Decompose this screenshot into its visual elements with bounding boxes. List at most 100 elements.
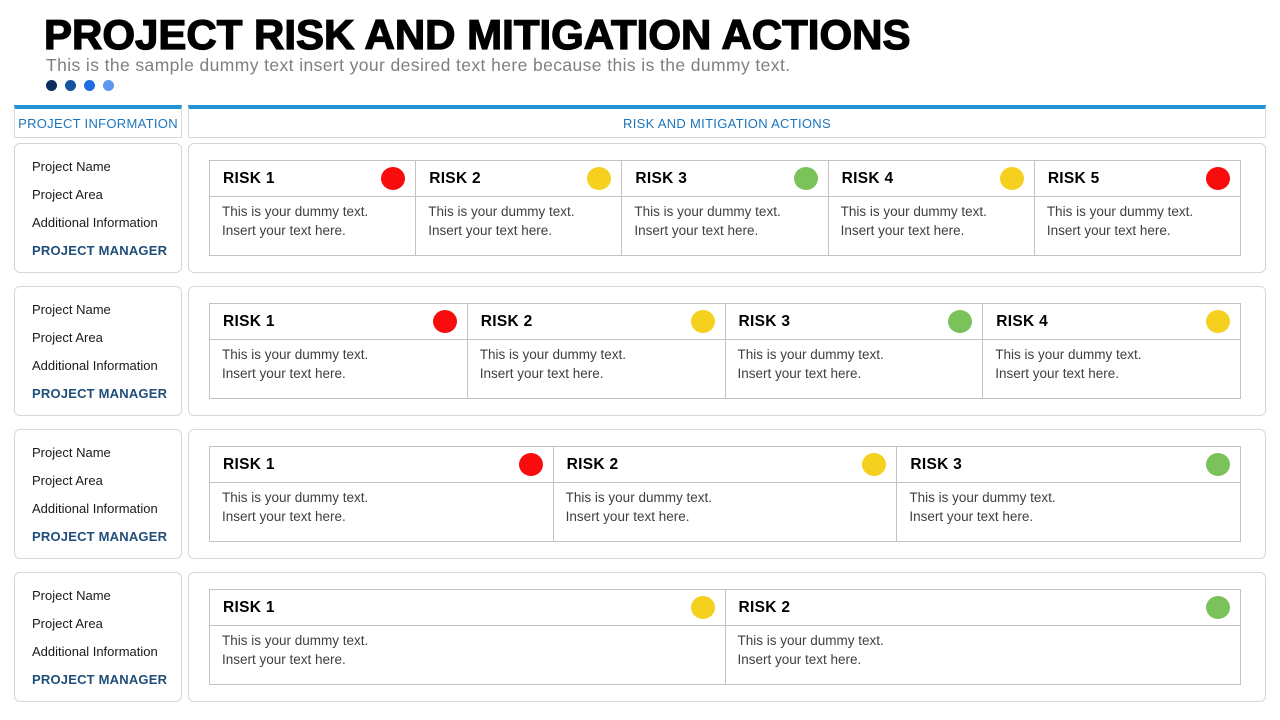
risk-card-header: RISK 2 (553, 447, 897, 483)
risk-description-line1: This is your dummy text. (737, 347, 884, 362)
risk-and-mitigation-actions-header: RISK AND MITIGATION ACTIONS (188, 105, 1266, 138)
risk-card: RISK 2 This is your dummy text. Insert you… (724, 590, 1241, 684)
project-info-field: Project Area (32, 186, 103, 202)
risk-label: RISK 5 (1047, 169, 1100, 187)
risk-status-yellow-icon (690, 596, 715, 619)
risk-description-line2: Insert your text here. (222, 365, 346, 381)
risk-description: This is your dummy text. Insert your text… (726, 626, 1241, 669)
risk-card: RISK 1 This is your dummy text. Insert you… (210, 161, 416, 255)
project-info-panel: Project Name Project Area Additional Infor… (14, 143, 182, 273)
project-info-field: Project Name (32, 158, 111, 174)
risk-card-header: RISK 4 (983, 304, 1240, 340)
accent-dot (103, 80, 114, 91)
risk-row-panel: RISK 1 This is your dummy text. Insert you… (188, 572, 1266, 702)
risk-card: RISK 1 This is your dummy text. Insert you… (210, 304, 467, 398)
accent-dot (84, 80, 95, 91)
risk-row-panel: RISK 1 This is your dummy text. Insert you… (188, 143, 1266, 273)
risk-label: RISK 1 (223, 455, 275, 473)
risk-row-panel: RISK 1 This is your dummy text. Insert you… (188, 286, 1266, 416)
risk-card: RISK 1 This is your dummy text. Insert you… (210, 447, 553, 541)
risk-description: This is your dummy text. Insert your text… (726, 340, 983, 383)
risk-card: RISK 2 This is your dummy text. Insert you… (415, 161, 622, 255)
risk-card-header: RISK 3 (622, 161, 828, 197)
risk-description: This is your dummy text. Insert your text… (468, 340, 725, 383)
risk-description-line2: Insert your text here. (428, 222, 553, 238)
risk-description-line1: This is your dummy text. (222, 347, 369, 362)
risk-status-red-icon (518, 453, 543, 476)
risk-label: RISK 2 (429, 169, 481, 187)
risk-description-line2: Insert your text here. (737, 365, 862, 381)
risk-description-line1: This is your dummy text. (737, 633, 884, 648)
risk-status-yellow-icon (999, 167, 1024, 190)
risk-description-line2: Insert your text here. (995, 365, 1120, 381)
project-info-field: Project Name (32, 587, 111, 603)
accent-dot (46, 80, 57, 91)
risk-status-red-icon (432, 310, 457, 333)
risk-description-line1: This is your dummy text. (1046, 204, 1194, 219)
risk-table: RISK 1 This is your dummy text. Insert you… (209, 160, 1241, 256)
risk-label: RISK 1 (223, 169, 275, 187)
project-manager-label: PROJECT MANAGER (32, 671, 168, 687)
project-info-field: Project Area (32, 615, 103, 631)
risk-card: RISK 1 This is your dummy text. Insert you… (210, 590, 725, 684)
risk-label: RISK 3 (910, 455, 963, 473)
risk-status-red-icon (1206, 167, 1231, 190)
risk-description-line2: Insert your text here. (222, 222, 346, 238)
risk-label: RISK 2 (480, 312, 533, 330)
risk-description-line1: This is your dummy text. (840, 204, 987, 219)
project-info-field: Additional Information (32, 643, 158, 659)
risk-status-green-icon (1206, 596, 1230, 619)
project-manager-label: PROJECT MANAGER (32, 242, 168, 258)
project-info-field: Additional Information (32, 214, 158, 230)
project-manager-label: PROJECT MANAGER (32, 385, 168, 401)
risk-card: RISK 5 This is your dummy text. Insert you… (1033, 161, 1241, 255)
risk-label: RISK 1 (223, 312, 275, 330)
risk-status-yellow-icon (1206, 310, 1230, 333)
risk-status-yellow-icon (690, 310, 715, 333)
risk-status-red-icon (381, 167, 406, 190)
risk-card: RISK 3 This is your dummy text. Insert you… (896, 447, 1241, 541)
risk-description: This is your dummy text. Insert your text… (416, 197, 621, 240)
risk-label: RISK 2 (566, 455, 619, 473)
risk-status-yellow-icon (862, 453, 887, 476)
risk-description: This is your dummy text. Insert your text… (983, 340, 1240, 383)
project-info-field: Project Area (32, 472, 103, 488)
risk-card-header: RISK 1 (210, 447, 553, 483)
risk-description: This is your dummy text. Insert your text… (829, 197, 1034, 240)
risk-description-line1: This is your dummy text. (479, 347, 627, 362)
risk-table: RISK 1 This is your dummy text. Insert you… (209, 446, 1241, 542)
risk-card: RISK 4 This is your dummy text. Insert you… (982, 304, 1240, 398)
project-info-field: Project Name (32, 444, 111, 460)
risk-description-line1: This is your dummy text. (222, 633, 369, 648)
risk-description-line2: Insert your text here. (840, 222, 965, 238)
page-subtitle: This is the sample dummy text insert you… (46, 55, 791, 75)
risk-description-line2: Insert your text here. (1046, 222, 1171, 238)
risk-description: This is your dummy text. Insert your text… (554, 483, 897, 526)
project-info-field: Additional Information (32, 500, 158, 516)
risk-row-panel: RISK 1 This is your dummy text. Insert you… (188, 429, 1266, 559)
risk-description-line1: This is your dummy text. (222, 204, 369, 219)
risk-label: RISK 4 (841, 169, 894, 187)
risk-table: RISK 1 This is your dummy text. Insert you… (209, 303, 1241, 399)
project-manager-label: PROJECT MANAGER (32, 528, 168, 544)
risk-card-header: RISK 1 (210, 304, 467, 340)
project-information-header: PROJECT INFORMATION (14, 105, 182, 138)
risk-description-line1: This is your dummy text. (634, 204, 781, 219)
risk-description: This is your dummy text. Insert your text… (210, 626, 725, 669)
risk-description-line2: Insert your text here. (479, 365, 604, 381)
accent-dot (65, 80, 76, 91)
risk-description: This is your dummy text. Insert your text… (210, 483, 553, 526)
risk-description-line2: Insert your text here. (565, 508, 690, 524)
risk-table: RISK 1 This is your dummy text. Insert you… (209, 589, 1241, 685)
project-info-field: Additional Information (32, 357, 158, 373)
project-info-field: Project Area (32, 329, 103, 345)
risk-card-header: RISK 1 (210, 161, 416, 197)
risk-description: This is your dummy text. Insert your text… (622, 197, 827, 240)
risk-label: RISK 3 (738, 312, 791, 330)
risk-description-line1: This is your dummy text. (565, 490, 712, 505)
risk-description-line2: Insert your text here. (222, 651, 346, 667)
risk-label: RISK 2 (738, 598, 791, 616)
project-info-panel: Project Name Project Area Additional Infor… (14, 429, 182, 559)
risk-status-yellow-icon (587, 167, 612, 190)
